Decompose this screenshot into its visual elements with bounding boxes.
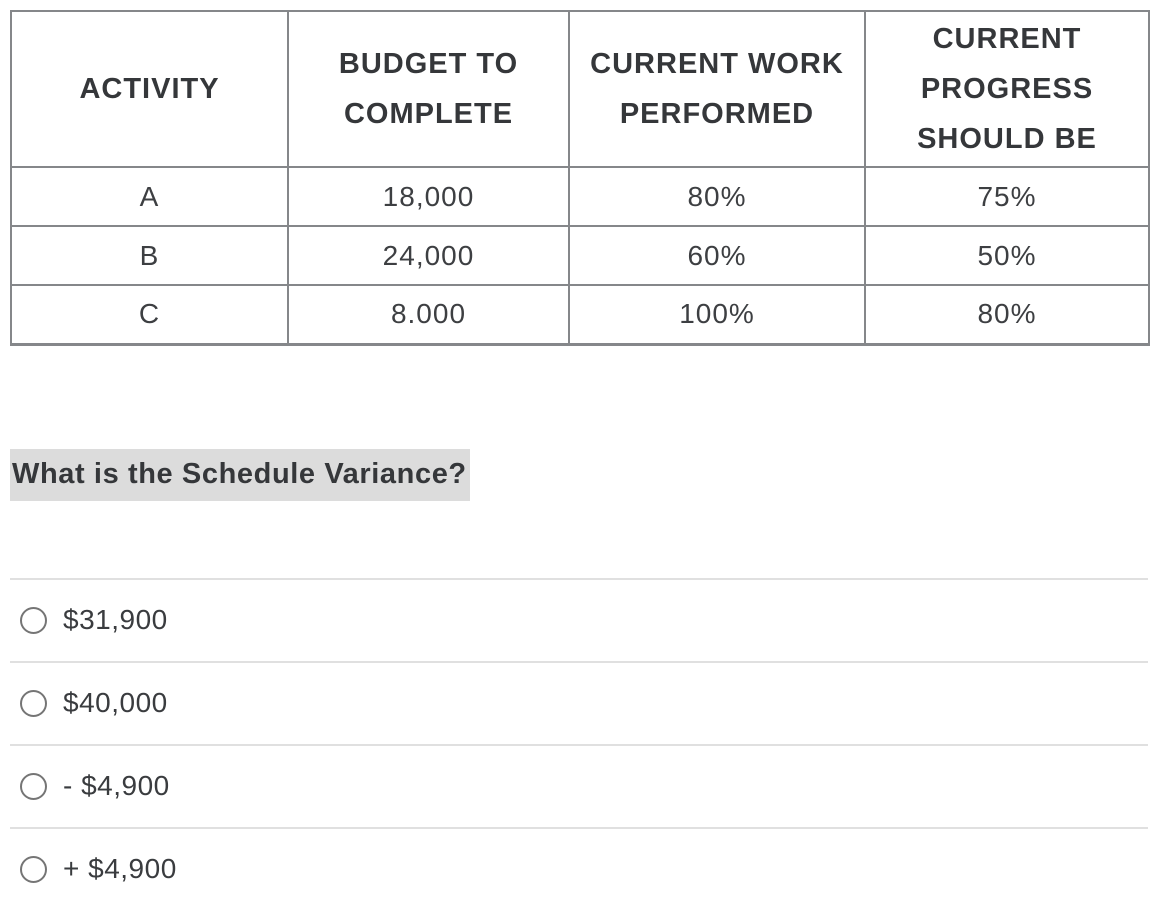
answer-option-1[interactable]: $31,900 xyxy=(10,577,1148,661)
column-header-current-progress-should-be: CURRENT PROGRESS SHOULD BE xyxy=(864,10,1150,168)
cell-activity: B xyxy=(10,225,289,286)
cell-progress-should-be: 80% xyxy=(864,284,1150,345)
radio-button[interactable] xyxy=(20,606,47,634)
radio-button[interactable] xyxy=(20,772,47,800)
answer-option-3[interactable]: - $4,900 xyxy=(10,743,1148,827)
answer-option-label: - $4,900 xyxy=(63,770,170,801)
answer-option-2[interactable]: $40,000 xyxy=(10,660,1148,744)
cell-budget: 8.000 xyxy=(287,284,570,345)
column-header-current-work-performed: CURRENT WORK PERFORMED xyxy=(568,10,866,168)
answer-option-label: + $4,900 xyxy=(63,853,177,884)
cell-activity: C xyxy=(10,284,289,345)
table-row-activity-c: C 8.000 100% 80% xyxy=(10,284,1150,345)
cell-progress-should-be: 75% xyxy=(864,166,1150,227)
cell-work-performed: 60% xyxy=(568,225,866,286)
column-header-budget-to-complete: BUDGET TO COMPLETE xyxy=(287,10,570,168)
cell-progress-should-be: 50% xyxy=(864,225,1150,286)
header-line: ACTIVITY xyxy=(79,73,220,105)
column-header-activity: ACTIVITY xyxy=(10,10,289,168)
header-line: PROGRESS xyxy=(920,73,1094,105)
header-line: BUDGET TO xyxy=(338,48,519,80)
header-line: PERFORMED xyxy=(619,98,815,130)
header-line: CURRENT xyxy=(932,23,1082,55)
answer-option-label: $40,000 xyxy=(63,687,168,718)
answer-option-4[interactable]: + $4,900 xyxy=(10,826,1148,910)
header-line: COMPLETE xyxy=(343,98,514,130)
answer-option-label: $31,900 xyxy=(63,604,168,635)
cell-budget: 18,000 xyxy=(287,166,570,227)
quiz-page: ACTIVITY BUDGET TO COMPLETE CURRENT WORK… xyxy=(0,10,1166,916)
cell-budget: 24,000 xyxy=(287,225,570,286)
radio-button[interactable] xyxy=(20,689,47,717)
cell-work-performed: 100% xyxy=(568,284,866,345)
radio-button[interactable] xyxy=(20,855,47,883)
cell-work-performed: 80% xyxy=(568,166,866,227)
table-row-activity-a: A 18,000 80% 75% xyxy=(10,166,1150,227)
table-header-row: ACTIVITY BUDGET TO COMPLETE CURRENT WORK… xyxy=(10,10,1150,168)
header-line: SHOULD BE xyxy=(917,123,1097,155)
cell-activity: A xyxy=(10,166,289,227)
header-line: CURRENT WORK xyxy=(590,48,844,80)
answer-options-list: $31,900 $40,000 - $4,900 + $4,900 xyxy=(10,577,1148,910)
question-text: What is the Schedule Variance? xyxy=(10,448,470,501)
table-row-activity-b: B 24,000 60% 50% xyxy=(10,225,1150,286)
question-block: What is the Schedule Variance? xyxy=(10,448,1166,501)
activity-table: ACTIVITY BUDGET TO COMPLETE CURRENT WORK… xyxy=(10,10,1150,346)
